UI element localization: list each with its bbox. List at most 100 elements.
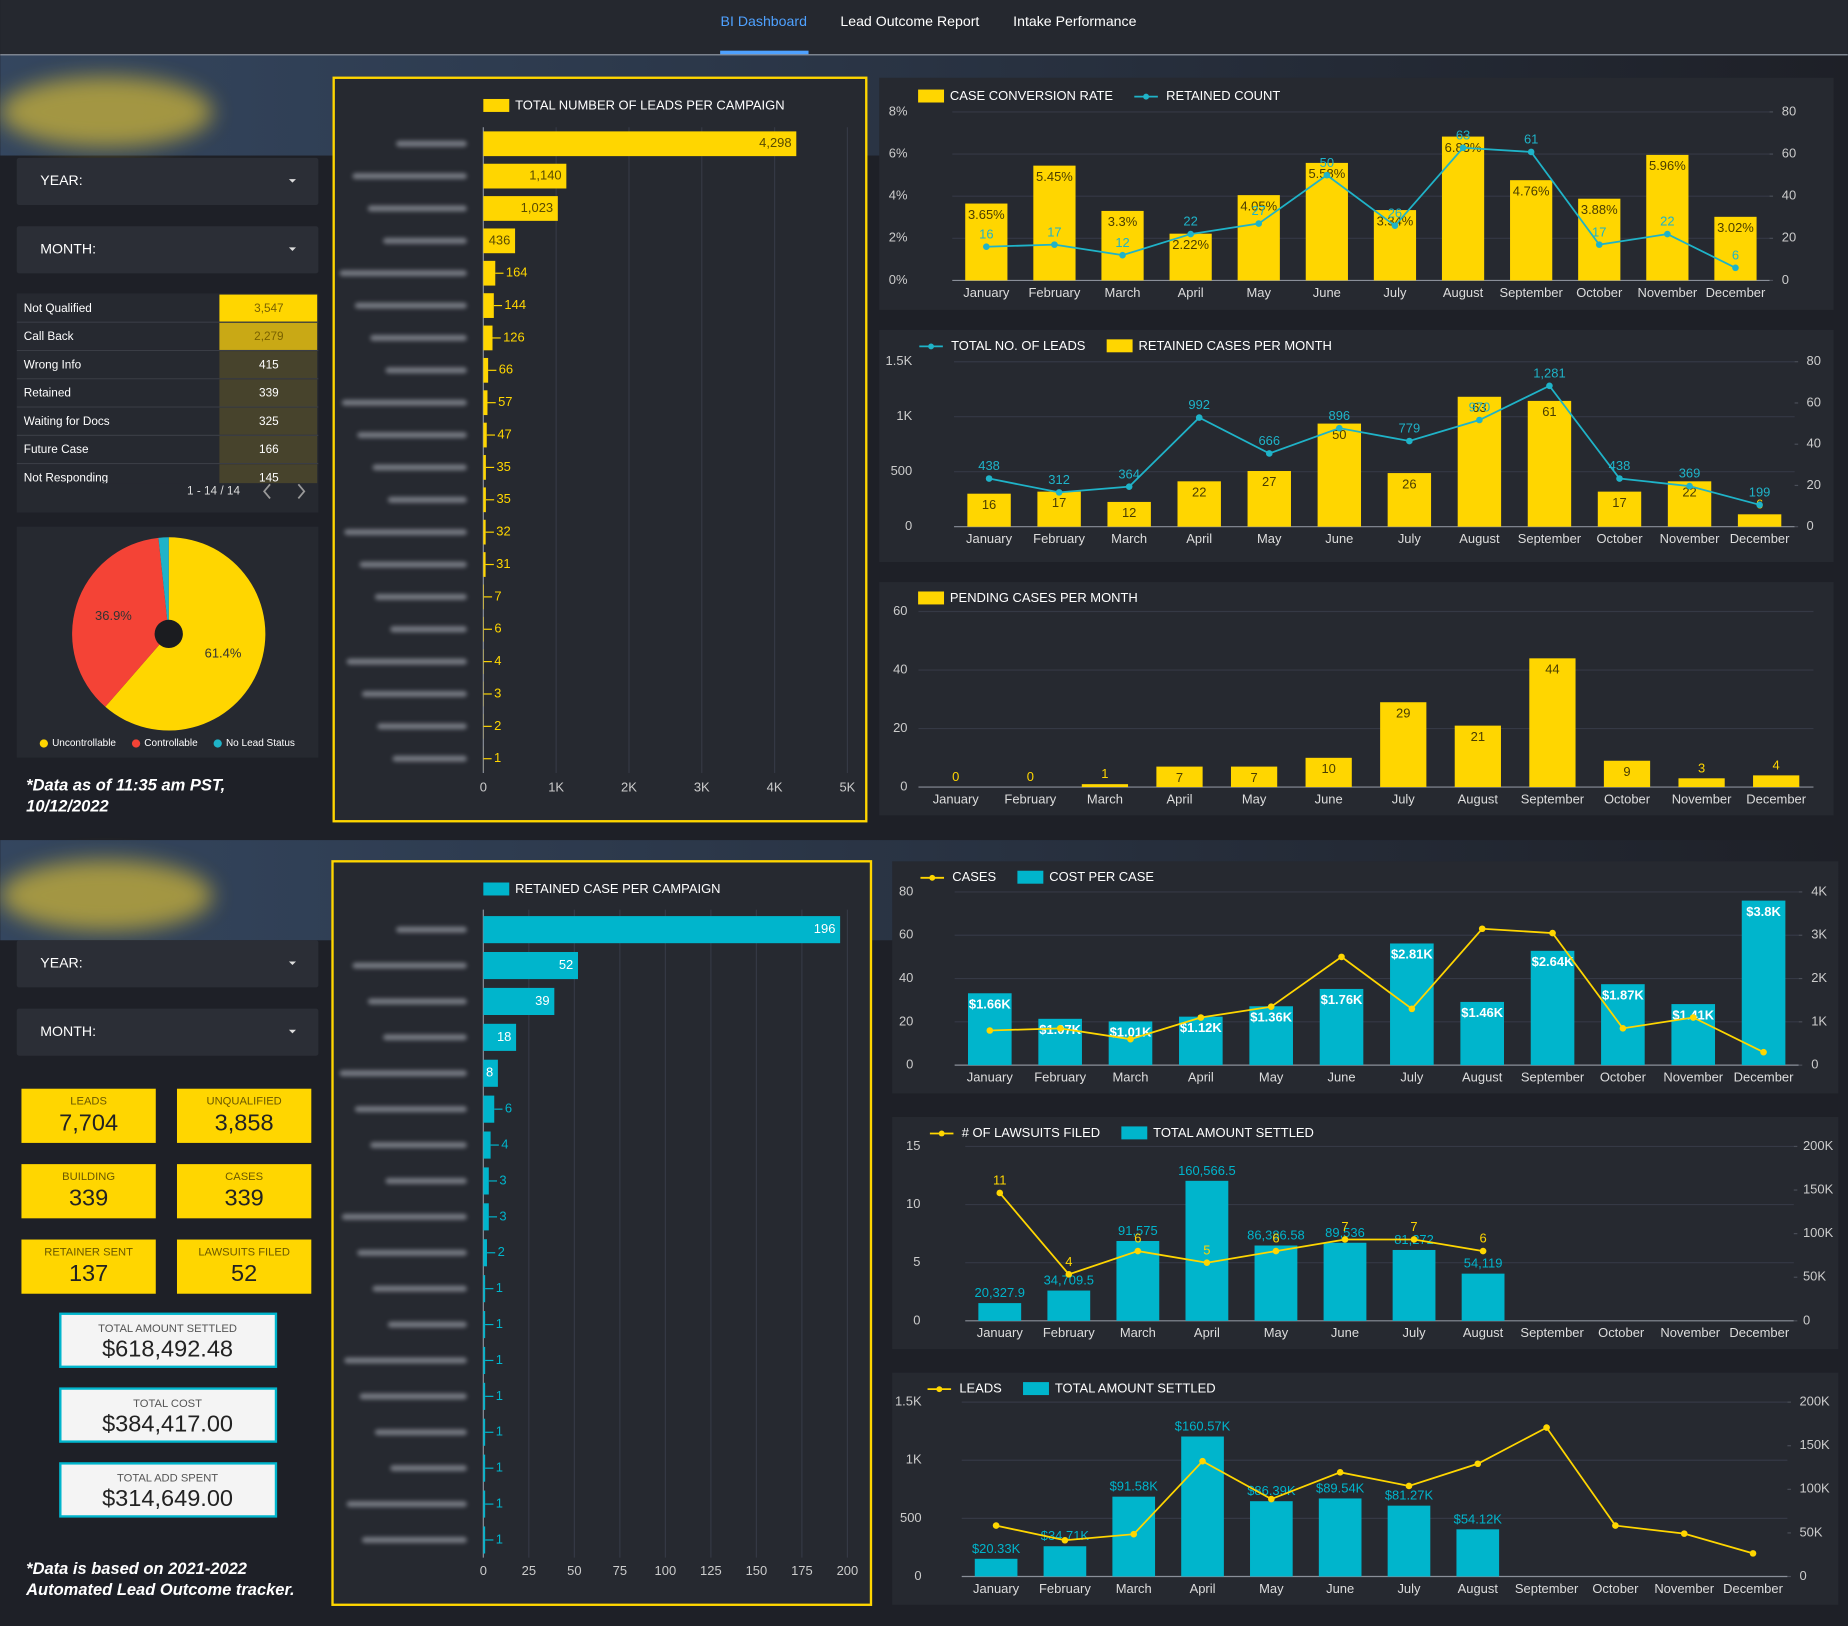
- nav-tab[interactable]: Intake Performance: [1013, 13, 1136, 29]
- y-tick-label: 0%: [889, 272, 908, 287]
- filter-dropdown[interactable]: [16, 226, 319, 274]
- legend-swatch: [483, 882, 510, 896]
- bar: [483, 1131, 491, 1159]
- blurred-category: [387, 496, 467, 503]
- bar-label: 17: [1052, 495, 1066, 510]
- x-tick-label: December: [1723, 1581, 1783, 1596]
- y-tick-label: 60: [899, 927, 913, 942]
- bar-label: 12: [1122, 505, 1136, 520]
- legend-dot: [938, 1130, 945, 1137]
- filter-label: YEAR:: [40, 955, 82, 971]
- x-tick-label: June: [1315, 791, 1343, 806]
- bar-label: $1.36K: [1250, 1009, 1292, 1024]
- page-prev[interactable]: [263, 483, 271, 499]
- legend-label: TOTAL AMOUNT SETTLED: [1153, 1125, 1314, 1140]
- line-label: 369: [1679, 466, 1701, 481]
- line-point: [983, 243, 990, 251]
- line: [999, 1192, 1484, 1276]
- x-tick-label: April: [1190, 1581, 1216, 1596]
- bar: [1461, 1273, 1505, 1321]
- blurred-category: [352, 962, 467, 969]
- legend-dot: [928, 343, 935, 350]
- legend-swatch: [1121, 1126, 1148, 1140]
- line-point: [1125, 483, 1133, 490]
- y2-tick-label: 40: [1782, 188, 1796, 203]
- bar: [483, 357, 489, 383]
- dropdown-caret: [288, 179, 296, 183]
- bar: [978, 1303, 1022, 1321]
- y2-tick-label: 4K: [1811, 883, 1827, 898]
- bar: [483, 1526, 486, 1554]
- x-tick-label: April: [1167, 791, 1193, 806]
- bar-label: 160,566.5: [1178, 1163, 1236, 1178]
- bar-label: 1: [496, 1388, 503, 1403]
- blurred-category: [367, 998, 467, 1005]
- blurred-category: [344, 529, 467, 536]
- blurred-category: [385, 1178, 467, 1184]
- x-tick-label: July: [1400, 1070, 1424, 1085]
- x-tick-label: May: [1247, 285, 1272, 300]
- bar: [483, 228, 516, 254]
- bar: [483, 1382, 486, 1410]
- x-tick-label: January: [973, 1581, 1020, 1596]
- x-tick-label: June: [1326, 1581, 1354, 1596]
- line-point: [1061, 1536, 1069, 1544]
- blurred-category: [390, 1465, 467, 1472]
- bar: [1457, 396, 1502, 527]
- filter-dropdown[interactable]: [16, 1008, 319, 1056]
- line-label: 199: [1749, 484, 1771, 499]
- x-tick-label: April: [1188, 1070, 1214, 1085]
- legend-label: CASES: [952, 869, 996, 884]
- blurred-category: [361, 1537, 467, 1543]
- bar: [1319, 988, 1364, 1066]
- line-point: [1595, 241, 1603, 248]
- table-cell: 325: [259, 415, 279, 428]
- bar-label: $1.46K: [1461, 1005, 1503, 1020]
- legend-label: TOTAL AMOUNT SETTLED: [1055, 1381, 1216, 1396]
- nav-tab[interactable]: BI Dashboard: [721, 13, 807, 29]
- bar: [1646, 154, 1689, 281]
- bar-label: 4: [501, 1136, 508, 1151]
- bar: [483, 1203, 489, 1231]
- nav-tab[interactable]: Lead Outcome Report: [840, 13, 979, 29]
- x-tick-label: December: [1729, 1325, 1789, 1340]
- kpi-value: 339: [69, 1185, 108, 1211]
- y2-tick-label: 40: [1807, 436, 1821, 451]
- bar-label: 3.88%: [1581, 202, 1618, 217]
- x-tick-label: March: [1111, 531, 1147, 546]
- bar-label: 3.02%: [1717, 220, 1754, 235]
- line-point: [1119, 251, 1126, 259]
- line-label: 4: [1065, 1254, 1072, 1269]
- bar-label: 4: [1773, 757, 1780, 772]
- kpi-label: RETAINER SENT: [44, 1246, 133, 1258]
- page-next[interactable]: [297, 483, 306, 499]
- x-tick-label: May: [1242, 791, 1267, 806]
- blurred-category: [357, 432, 467, 438]
- bar: [1179, 1016, 1223, 1066]
- blurred-category: [339, 1070, 467, 1077]
- filter-dropdown[interactable]: [16, 940, 319, 988]
- bar-label: $89.54K: [1316, 1480, 1365, 1495]
- bar-label: 29: [1396, 705, 1410, 720]
- legend-label: CASE CONVERSION RATE: [950, 88, 1114, 103]
- blurred-category: [396, 926, 467, 933]
- filter-dropdown[interactable]: [16, 157, 319, 206]
- y2-tick-label: 60: [1807, 394, 1821, 409]
- line-point: [1756, 501, 1763, 509]
- kpi-value: 339: [224, 1185, 263, 1211]
- bar-label: 22: [1682, 485, 1696, 500]
- bar-label: 126: [503, 329, 525, 344]
- total-value: $314,649.00: [102, 1485, 233, 1511]
- blurred-category: [392, 755, 467, 762]
- bar-label: 17: [1612, 495, 1626, 510]
- bar-label: 1,140: [529, 168, 561, 183]
- line-point: [1195, 414, 1203, 421]
- x-tick-label: 0: [480, 1563, 487, 1578]
- x-tick-label: December: [1730, 531, 1790, 546]
- line-point: [1476, 416, 1483, 424]
- bar: [1603, 760, 1651, 788]
- bar: [1033, 165, 1076, 281]
- line-point: [1336, 424, 1343, 432]
- x-tick-label: May: [1259, 1581, 1284, 1596]
- blurred-category: [372, 464, 467, 471]
